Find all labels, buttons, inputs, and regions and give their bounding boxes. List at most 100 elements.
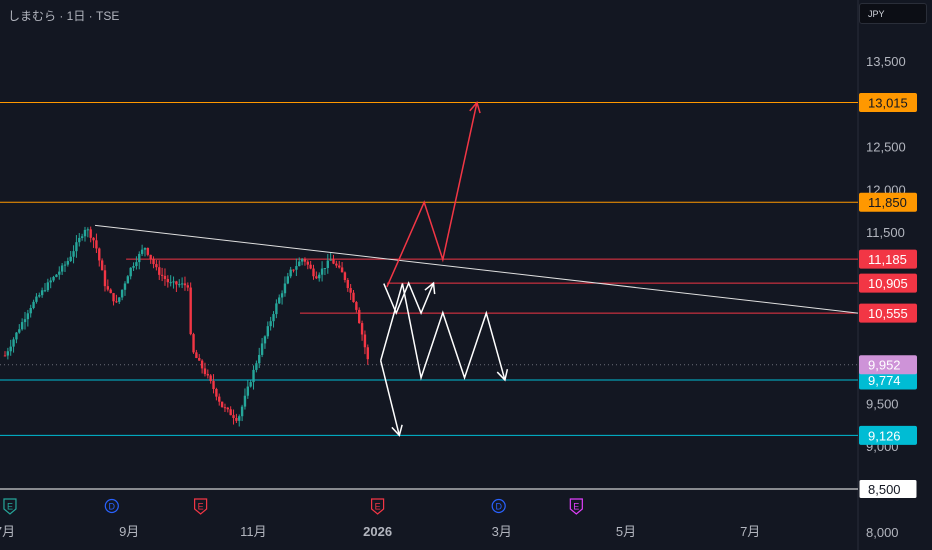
candle-body [232,415,235,418]
candle-body [129,267,132,277]
candle-body [218,396,221,402]
candle-body [12,339,15,347]
candle-body [155,264,158,268]
projection-white-path-b[interactable] [379,360,401,436]
event-marker-label: E [375,502,381,512]
candle-body [106,286,110,290]
candle-body [169,282,172,284]
candle-body [275,303,278,315]
price-tag-bg [859,425,917,445]
candle-body [360,323,364,335]
price-tag-bg [859,303,917,323]
candle-body [252,369,255,383]
price-tag: 9,126 [868,428,901,443]
x-tick-label: 3月 [492,524,512,539]
projection-red-path-arrowhead [469,100,481,114]
candle-body [43,290,47,292]
candle-body [135,262,138,267]
candle-body [158,267,161,275]
chart-title: しまむら · 1日 · TSE [8,9,120,23]
candle-body [32,301,35,309]
candle-body [75,242,78,252]
candle-body [352,292,355,303]
candle-body [249,382,252,387]
candle-body [300,259,304,262]
price-tag: 8,500 [868,482,901,497]
candle-body [198,357,201,361]
candle-body [100,260,104,271]
earnings-marker[interactable] [371,498,385,515]
candle-body [223,407,227,409]
candle-body [258,354,261,364]
candle-body [35,296,38,302]
candle-body [243,395,247,407]
candle-body [60,265,64,272]
candle-body [358,309,361,324]
projection-zigzag-small[interactable] [383,281,435,316]
projection-red-path[interactable] [386,102,478,288]
candle-body [306,261,309,265]
y-tick-label: 11,500 [866,225,905,240]
event-marker-label: D [109,502,116,512]
trendline[interactable] [94,224,859,314]
candle-body [166,279,170,283]
candle-body [178,284,181,286]
earnings-marker[interactable] [3,498,17,515]
candle-body [143,247,147,250]
earnings-marker[interactable] [194,498,208,515]
dividend-marker[interactable] [104,498,119,514]
candle-body [363,334,367,348]
candle-body [263,336,267,344]
candle-body [355,302,358,310]
candle-body [180,283,184,285]
candle-body [203,368,207,375]
candle-body [220,401,224,408]
earnings-marker[interactable] [569,498,583,515]
projection-white-path[interactable] [379,283,506,381]
candle-body [183,283,187,286]
price-tag: 9,774 [868,373,901,388]
candle-body [92,237,95,241]
dividend-marker[interactable] [491,498,506,514]
candle-body [80,236,84,238]
x-tick-label: 7月 [740,524,760,539]
candle-body [140,249,144,254]
currency-button[interactable]: JPY [859,3,927,24]
candle-body [172,281,175,283]
price-tag: 10,905 [868,276,908,291]
candle-body [55,274,58,277]
candle-body [149,254,152,260]
candle-body [83,229,87,237]
candle-body [195,352,198,358]
candle-body [115,301,118,303]
candle-body [123,283,127,290]
candle-body [98,248,101,261]
candle-body [52,276,55,281]
x-tick-label: 2026 [363,524,392,539]
candle-body [238,416,241,421]
y-tick-label: 9,500 [866,396,899,411]
y-tick-label: 13,500 [866,54,906,69]
candle-body [95,240,98,249]
x-tick-label: 9月 [119,524,139,539]
price-tag: 13,015 [868,96,908,111]
candle-body [346,280,349,289]
candle-body [278,297,281,304]
candle-body [126,276,130,284]
candle-body [38,295,41,297]
candle-body [255,363,258,370]
candle-body [215,389,218,397]
candle-body [235,417,238,421]
candle-body [343,272,347,281]
event-marker-label: E [198,502,204,512]
y-tick-label: 8,000 [866,525,899,540]
candle-body [63,264,67,266]
candle-body [315,276,318,279]
candle-body [120,289,124,298]
candle-body [272,314,275,322]
candle-body [309,264,312,269]
candle-body [303,259,307,262]
candle-body [192,334,195,353]
candle-body [240,406,244,417]
